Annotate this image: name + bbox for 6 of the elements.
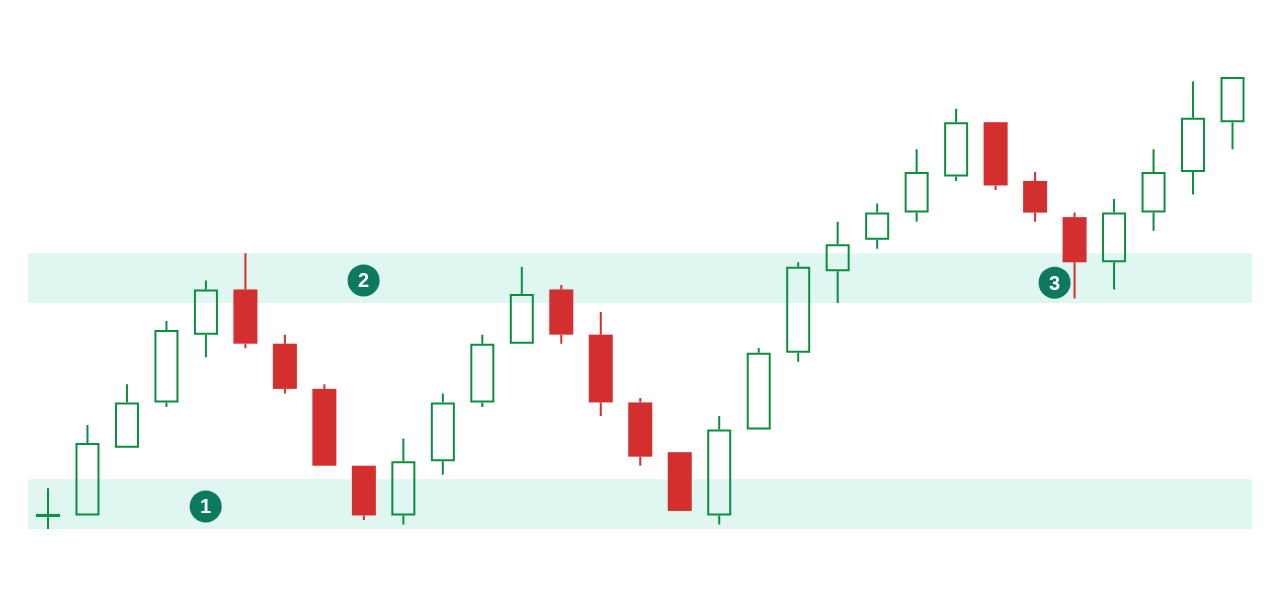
annotation: 3 [1049, 271, 1061, 294]
annotation: 1 [200, 495, 212, 518]
candlestick [825, 220, 850, 304]
number-badge: 1 [189, 490, 222, 523]
annotation: 2 [358, 269, 370, 292]
candlestick [36, 487, 60, 529]
